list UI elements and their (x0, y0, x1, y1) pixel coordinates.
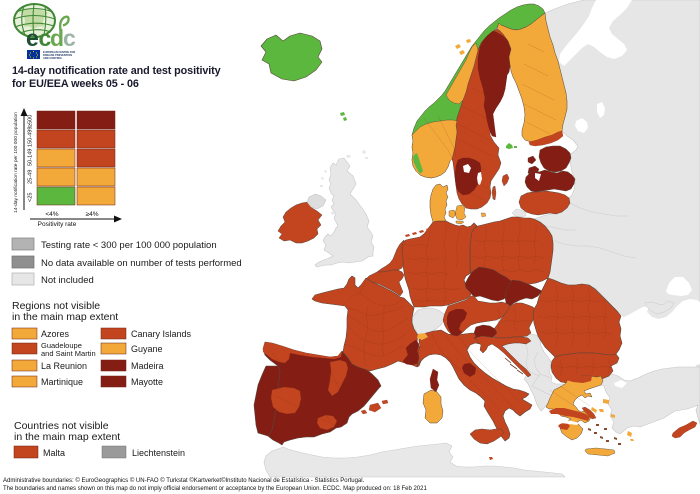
svg-text:EUROPEAN CENTRE FOR: EUROPEAN CENTRE FOR (43, 50, 75, 54)
svg-text:≥500: ≥500 (28, 115, 34, 127)
svg-text:for EU/EEA weeks 05 - 06: for EU/EEA weeks 05 - 06 (12, 78, 139, 90)
svg-text:e: e (26, 25, 39, 51)
svg-text:Liechtenstein: Liechtenstein (132, 448, 185, 458)
svg-text:Guadeloupe: Guadeloupe (41, 341, 82, 350)
svg-text:AND CONTROL: AND CONTROL (43, 56, 63, 60)
svg-text:<25: <25 (28, 193, 34, 203)
svg-text:14-day notification rate and t: 14-day notification rate and test positi… (12, 65, 221, 77)
svg-text:Not included: Not included (41, 275, 94, 286)
svg-text:Malta: Malta (43, 448, 65, 458)
svg-text:The boundaries and names shown: The boundaries and names shown on this m… (3, 486, 427, 492)
svg-text:Countries not visible: Countries not visible (14, 420, 109, 432)
svg-text:Guyane: Guyane (131, 344, 163, 354)
svg-text:25-49: 25-49 (28, 170, 34, 184)
svg-text:La Reunion: La Reunion (41, 361, 87, 371)
svg-text:in the main map extent: in the main map extent (14, 431, 120, 443)
svg-text:c: c (63, 25, 76, 51)
svg-text:<4%: <4% (45, 211, 58, 218)
svg-text:14-day notification rate per 1: 14-day notification rate per 100 000 pop… (13, 112, 19, 213)
svg-text:Canary Islands: Canary Islands (131, 329, 192, 339)
svg-text:Positivity rate: Positivity rate (38, 221, 77, 228)
svg-text:Administrative boundaries: © E: Administrative boundaries: © EuroGeograp… (3, 477, 365, 484)
svg-text:in the main map extent: in the main map extent (12, 311, 118, 323)
svg-text:d: d (50, 25, 64, 51)
svg-text:Mayotte: Mayotte (131, 377, 163, 387)
svg-text:Testing rate < 300 per 100 000: Testing rate < 300 per 100 000 populatio… (41, 240, 217, 251)
svg-text:Martinique: Martinique (41, 377, 83, 387)
svg-text:c: c (39, 25, 52, 51)
svg-text:No data available on number of: No data available on number of tests per… (41, 258, 242, 269)
svg-text:50-149: 50-149 (28, 149, 34, 166)
svg-text:150-499: 150-499 (28, 126, 34, 147)
svg-text:Regions not visible: Regions not visible (12, 300, 100, 312)
svg-text:and Saint Martin: and Saint Martin (41, 349, 96, 358)
svg-text:Azores: Azores (41, 329, 70, 339)
svg-text:≥4%: ≥4% (86, 211, 99, 218)
svg-text:Madeira: Madeira (131, 361, 164, 371)
svg-text:DISEASE PREVENTION: DISEASE PREVENTION (43, 53, 72, 57)
